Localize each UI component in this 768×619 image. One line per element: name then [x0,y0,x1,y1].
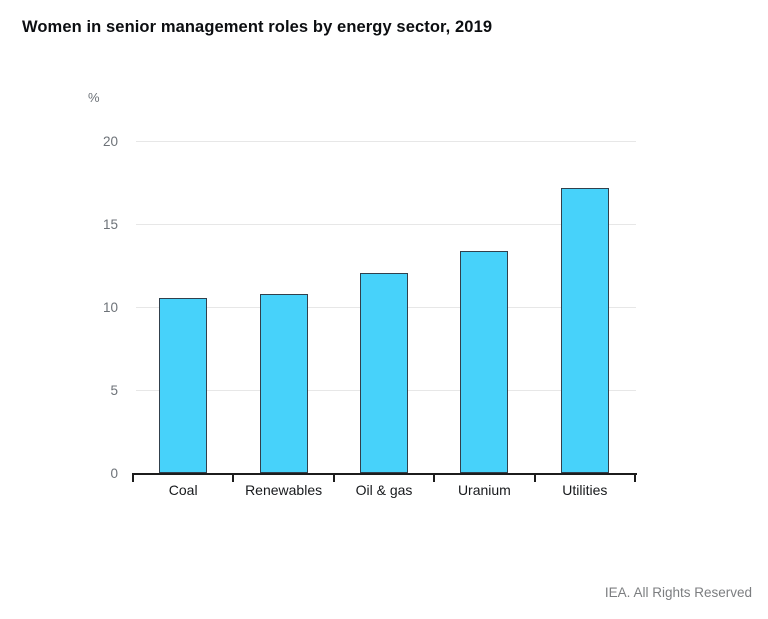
x-tick-label: Uranium [457,482,511,498]
x-tick-label: Oil & gas [355,482,413,498]
y-tick-label: 15 [102,216,118,232]
y-axis-unit-label: % [88,90,100,105]
x-axis-tick [533,472,536,482]
x-tick-label: Utilities [562,482,608,498]
gridline [136,224,636,225]
x-axis-tick [332,472,335,482]
gridline [136,141,636,142]
bar-renewables[interactable] [259,294,308,474]
x-axis-tick [634,472,636,482]
bar-coal[interactable] [159,297,208,474]
x-tick-label: Renewables [245,482,323,498]
bar-uranium[interactable] [460,251,509,474]
y-tick-label: 5 [110,382,118,398]
y-tick-label: 10 [102,299,118,315]
x-axis-tick [232,472,235,482]
chart-title: Women in senior management roles by ener… [22,18,493,36]
y-tick-label: 0 [110,465,118,481]
y-tick-label: 20 [102,133,118,149]
x-axis-tick [132,472,134,482]
bar-utilities[interactable] [560,187,609,474]
x-axis-line [133,472,637,475]
footer-credit: IEA. All Rights Reserved [604,585,752,600]
x-tick-label: Coal [168,482,198,498]
bar-oil-gas[interactable] [360,272,408,474]
x-axis-tick [433,472,436,482]
